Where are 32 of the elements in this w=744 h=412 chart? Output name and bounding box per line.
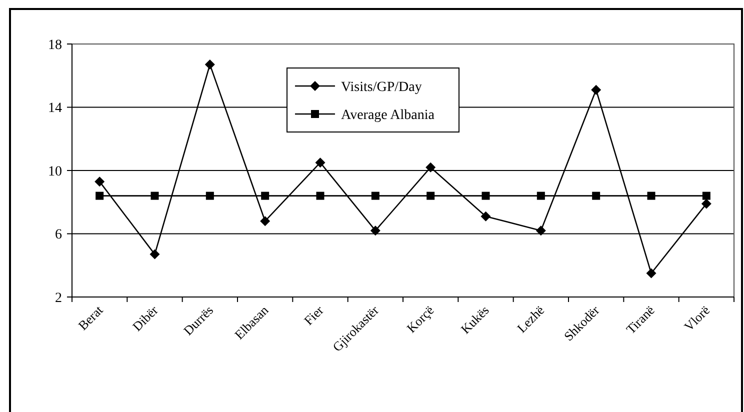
point bbox=[592, 192, 600, 200]
y-tick-label: 6 bbox=[55, 228, 62, 243]
point bbox=[480, 211, 491, 222]
y-tick-label: 2 bbox=[55, 290, 62, 306]
point bbox=[426, 162, 436, 172]
point bbox=[426, 192, 435, 200]
point bbox=[482, 192, 490, 200]
y-tick-label: 10 bbox=[48, 164, 62, 180]
point bbox=[315, 158, 326, 168]
point bbox=[701, 198, 712, 209]
y-tick-label: 18 bbox=[48, 38, 62, 53]
point bbox=[371, 192, 380, 200]
point bbox=[150, 249, 160, 260]
point bbox=[206, 192, 214, 200]
point bbox=[150, 192, 159, 200]
point bbox=[204, 60, 215, 70]
legend-label: Average Albania bbox=[341, 108, 436, 123]
point bbox=[591, 84, 602, 95]
point bbox=[646, 268, 656, 278]
x-tick-label: Fier bbox=[300, 302, 327, 328]
point bbox=[316, 192, 324, 200]
legend-label: Visits/GP/Day bbox=[341, 80, 422, 95]
point bbox=[536, 226, 546, 236]
point bbox=[702, 192, 710, 200]
point bbox=[260, 216, 270, 226]
point bbox=[96, 192, 104, 200]
point bbox=[647, 192, 656, 200]
point bbox=[261, 192, 270, 200]
y-tick-label: 14 bbox=[48, 101, 62, 116]
point bbox=[536, 192, 545, 200]
point bbox=[370, 226, 380, 236]
point bbox=[94, 176, 105, 187]
